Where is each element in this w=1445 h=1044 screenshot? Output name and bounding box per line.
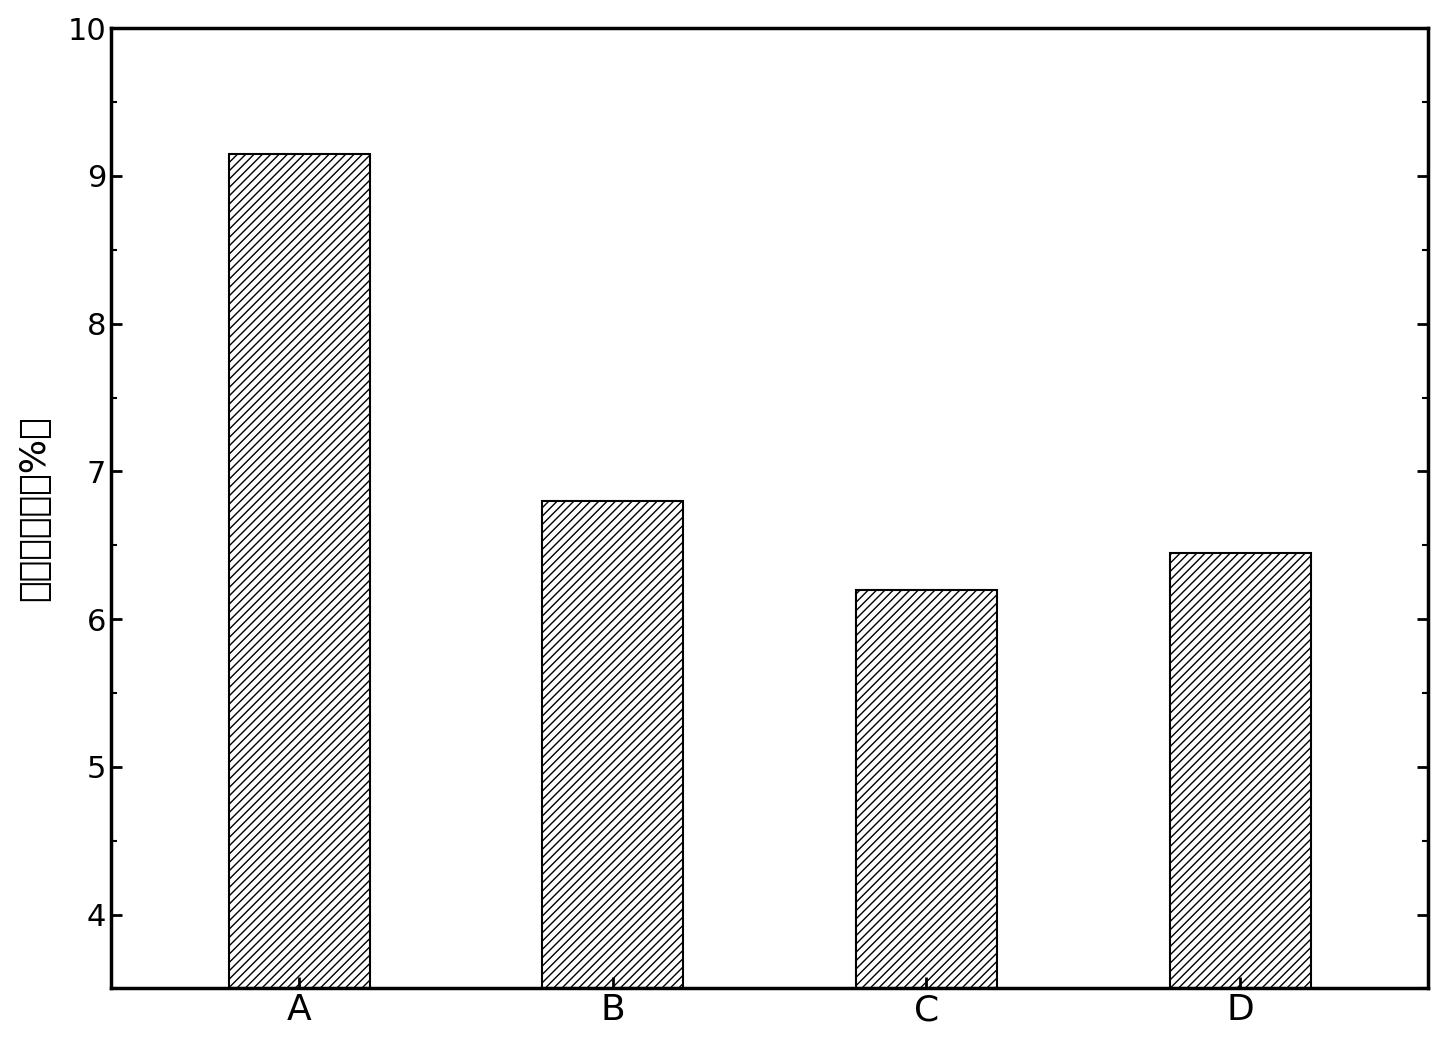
Bar <box>1169 552 1311 989</box>
Bar <box>542 501 683 989</box>
Bar <box>855 590 997 989</box>
Bar <box>228 153 370 989</box>
Y-axis label: 超弹性应变（%）: 超弹性应变（%） <box>17 416 51 601</box>
